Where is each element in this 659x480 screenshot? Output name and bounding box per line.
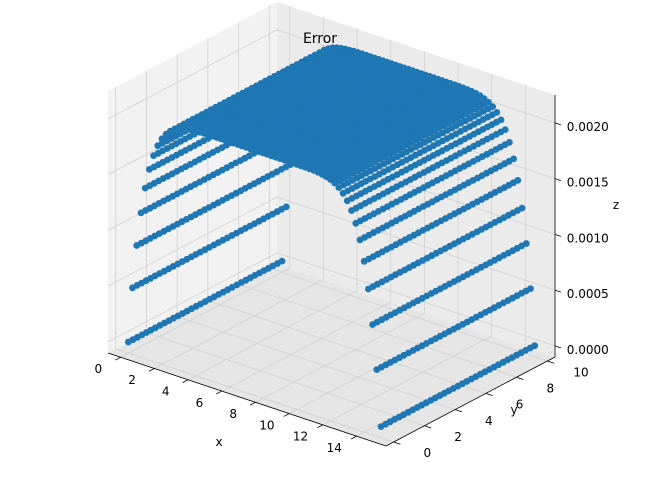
- scatter-point: [343, 197, 351, 205]
- x-tick: [350, 435, 357, 440]
- scatter-point: [331, 179, 339, 187]
- z-tick-label: 0.0020: [567, 120, 609, 134]
- z-tick: [554, 289, 562, 293]
- grid-line-y-floor: [238, 283, 517, 378]
- grid-line-z-left: [107, 252, 278, 343]
- z-tick: [554, 178, 562, 181]
- scatter-point: [335, 184, 343, 191]
- y-tick-label: 6: [516, 398, 524, 412]
- x-tick-label: 2: [128, 373, 136, 387]
- scatter-point: [377, 423, 385, 430]
- y-tick: [547, 360, 555, 364]
- y-tick: [485, 393, 493, 397]
- floor-pane: [108, 264, 555, 446]
- x-tick: [249, 401, 256, 406]
- z-tick-label: 0.0005: [567, 287, 609, 301]
- scatter-point: [356, 236, 364, 244]
- scatter-point: [129, 284, 136, 292]
- chart-title: Error: [303, 31, 337, 47]
- scatter-point: [146, 166, 153, 173]
- x-tick: [216, 390, 222, 395]
- scatter-point: [124, 338, 132, 346]
- z-tick: [554, 345, 562, 349]
- x-tick-label: 4: [162, 385, 170, 399]
- scatter-point: [352, 219, 360, 227]
- y-tick-label: 0: [424, 446, 432, 460]
- scatter-point: [154, 142, 162, 150]
- x-tick: [182, 379, 189, 383]
- z-tick: [554, 233, 562, 237]
- grid-line-y-floor: [269, 267, 548, 362]
- tick-labels: 0 2 4 6 8 10 12 14 0 2 4 6 8 10 0.0000 0.0005 0.0010 0.00…: [95, 120, 609, 460]
- left-pane: [108, 2, 277, 353]
- grid-line-y-floor: [177, 316, 456, 410]
- scatter-point: [369, 321, 376, 328]
- y-tick-label: 10: [573, 365, 588, 379]
- grid-line-y-floor: [207, 300, 486, 394]
- scatter-point: [348, 207, 355, 214]
- scatter-point: [141, 184, 149, 192]
- grid-line-z-left: [107, 29, 278, 120]
- z-tick-label: 0.0015: [567, 176, 609, 190]
- grid-line-x-floor: [255, 312, 425, 403]
- z-tick-label: 0.0000: [567, 343, 609, 357]
- grid-line-y-floor: [115, 348, 394, 443]
- grid-line-x-floor: [154, 279, 324, 369]
- grid-line-z-left: [107, 196, 278, 287]
- z-tick-label: 0.0010: [567, 231, 609, 245]
- x-tick-label: 10: [259, 418, 274, 432]
- y-axis-label: y: [510, 403, 517, 417]
- x-tick-label: 6: [196, 396, 204, 410]
- z-tick: [554, 122, 562, 126]
- x-tick-label: 8: [229, 407, 237, 421]
- scatter-point: [360, 257, 368, 265]
- grid-line-x-floor: [322, 335, 493, 426]
- x-tick-label: 14: [327, 441, 342, 455]
- grid-line-x-floor: [187, 290, 358, 381]
- y-tick: [516, 376, 524, 380]
- scatter-point: [150, 152, 158, 160]
- y-axis-line: [385, 356, 556, 447]
- scatter-point: [373, 366, 381, 373]
- x-tick: [148, 368, 155, 372]
- grid-line-x-floor: [221, 301, 391, 392]
- z-axis-label: z: [613, 198, 619, 212]
- y-tick: [455, 409, 463, 413]
- scatter-points: [124, 44, 539, 430]
- y-tick: [393, 441, 401, 445]
- y-tick-label: 8: [546, 382, 554, 396]
- grid-line-x-floor: [120, 267, 290, 358]
- scatter-point: [158, 135, 166, 143]
- grid-line-y-floor: [146, 332, 425, 427]
- tick-marks: [115, 122, 562, 445]
- x-tick: [115, 356, 121, 361]
- x-tick: [283, 413, 290, 417]
- y-tick-label: 2: [454, 430, 462, 444]
- x-axis-label: x: [215, 435, 222, 449]
- x-tick-label: 12: [293, 430, 308, 444]
- x-tick-label: 0: [95, 362, 103, 376]
- scatter-point: [137, 209, 145, 217]
- scatter-point: [133, 242, 141, 249]
- y-tick-label: 4: [485, 414, 493, 428]
- scatter-point: [365, 285, 372, 293]
- x-tick: [317, 424, 324, 429]
- y-tick: [424, 425, 432, 429]
- scatter-point: [339, 189, 347, 197]
- grid-line-z-back: [276, 196, 556, 291]
